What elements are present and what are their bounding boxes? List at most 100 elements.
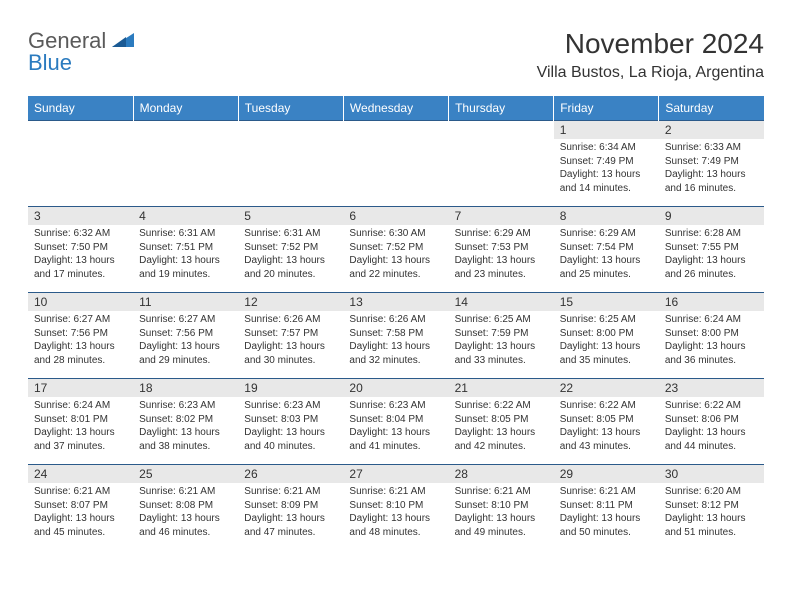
sunrise-line: Sunrise: 6:24 AM [34, 399, 127, 413]
calendar-table: Sunday Monday Tuesday Wednesday Thursday… [28, 96, 764, 551]
day-header: Wednesday [343, 96, 448, 121]
day-number: 3 [28, 207, 133, 225]
day-content: Sunrise: 6:34 AMSunset: 7:49 PMDaylight:… [554, 139, 659, 199]
day-number: 27 [343, 465, 448, 483]
sunrise-line: Sunrise: 6:21 AM [34, 485, 127, 499]
day-content: Sunrise: 6:22 AMSunset: 8:06 PMDaylight:… [659, 397, 764, 457]
calendar-cell: 4Sunrise: 6:31 AMSunset: 7:51 PMDaylight… [133, 207, 238, 293]
daylight-line: Daylight: 13 hours and 48 minutes. [349, 512, 442, 539]
day-content: Sunrise: 6:33 AMSunset: 7:49 PMDaylight:… [659, 139, 764, 199]
calendar-cell: 30Sunrise: 6:20 AMSunset: 8:12 PMDayligh… [659, 465, 764, 551]
daylight-line: Daylight: 13 hours and 45 minutes. [34, 512, 127, 539]
day-content: Sunrise: 6:22 AMSunset: 8:05 PMDaylight:… [449, 397, 554, 457]
sunrise-line: Sunrise: 6:23 AM [349, 399, 442, 413]
sunrise-line: Sunrise: 6:23 AM [244, 399, 337, 413]
day-content: Sunrise: 6:21 AMSunset: 8:10 PMDaylight:… [343, 483, 448, 543]
calendar-week-row: 3Sunrise: 6:32 AMSunset: 7:50 PMDaylight… [28, 207, 764, 293]
day-content: Sunrise: 6:23 AMSunset: 8:02 PMDaylight:… [133, 397, 238, 457]
daylight-line: Daylight: 13 hours and 36 minutes. [665, 340, 758, 367]
day-content: Sunrise: 6:22 AMSunset: 8:05 PMDaylight:… [554, 397, 659, 457]
calendar-page: General November 2024 Villa Bustos, La R… [0, 0, 792, 561]
day-content: Sunrise: 6:21 AMSunset: 8:07 PMDaylight:… [28, 483, 133, 543]
sunrise-line: Sunrise: 6:28 AM [665, 227, 758, 241]
day-content: Sunrise: 6:25 AMSunset: 7:59 PMDaylight:… [449, 311, 554, 371]
daylight-line: Daylight: 13 hours and 33 minutes. [455, 340, 548, 367]
day-number: 20 [343, 379, 448, 397]
daylight-line: Daylight: 13 hours and 29 minutes. [139, 340, 232, 367]
day-number: 17 [28, 379, 133, 397]
day-number: 13 [343, 293, 448, 311]
day-number: 10 [28, 293, 133, 311]
day-content: Sunrise: 6:31 AMSunset: 7:52 PMDaylight:… [238, 225, 343, 285]
daylight-line: Daylight: 13 hours and 44 minutes. [665, 426, 758, 453]
day-content: Sunrise: 6:28 AMSunset: 7:55 PMDaylight:… [659, 225, 764, 285]
day-number: 6 [343, 207, 448, 225]
calendar-cell: 24Sunrise: 6:21 AMSunset: 8:07 PMDayligh… [28, 465, 133, 551]
sunrise-line: Sunrise: 6:23 AM [139, 399, 232, 413]
day-number: 18 [133, 379, 238, 397]
day-header: Tuesday [238, 96, 343, 121]
daylight-line: Daylight: 13 hours and 30 minutes. [244, 340, 337, 367]
calendar-cell: 8Sunrise: 6:29 AMSunset: 7:54 PMDaylight… [554, 207, 659, 293]
calendar-cell: 18Sunrise: 6:23 AMSunset: 8:02 PMDayligh… [133, 379, 238, 465]
day-number: 5 [238, 207, 343, 225]
sunrise-line: Sunrise: 6:26 AM [349, 313, 442, 327]
day-content: Sunrise: 6:30 AMSunset: 7:52 PMDaylight:… [343, 225, 448, 285]
day-number: 25 [133, 465, 238, 483]
calendar-cell: 10Sunrise: 6:27 AMSunset: 7:56 PMDayligh… [28, 293, 133, 379]
brand-part2: Blue [28, 50, 72, 75]
calendar-cell: 23Sunrise: 6:22 AMSunset: 8:06 PMDayligh… [659, 379, 764, 465]
sunrise-line: Sunrise: 6:21 AM [560, 485, 653, 499]
calendar-cell [133, 121, 238, 207]
daylight-line: Daylight: 13 hours and 51 minutes. [665, 512, 758, 539]
day-number: 30 [659, 465, 764, 483]
sunset-line: Sunset: 8:00 PM [560, 327, 653, 341]
day-number: 14 [449, 293, 554, 311]
sunrise-line: Sunrise: 6:24 AM [665, 313, 758, 327]
calendar-cell: 5Sunrise: 6:31 AMSunset: 7:52 PMDaylight… [238, 207, 343, 293]
sunset-line: Sunset: 7:59 PM [455, 327, 548, 341]
sunset-line: Sunset: 7:50 PM [34, 241, 127, 255]
day-content: Sunrise: 6:23 AMSunset: 8:03 PMDaylight:… [238, 397, 343, 457]
sunset-line: Sunset: 7:49 PM [665, 155, 758, 169]
sunset-line: Sunset: 8:01 PM [34, 413, 127, 427]
day-content: Sunrise: 6:21 AMSunset: 8:08 PMDaylight:… [133, 483, 238, 543]
day-content: Sunrise: 6:31 AMSunset: 7:51 PMDaylight:… [133, 225, 238, 285]
sunset-line: Sunset: 8:06 PM [665, 413, 758, 427]
daylight-line: Daylight: 13 hours and 22 minutes. [349, 254, 442, 281]
calendar-cell: 9Sunrise: 6:28 AMSunset: 7:55 PMDaylight… [659, 207, 764, 293]
day-content: Sunrise: 6:24 AMSunset: 8:01 PMDaylight:… [28, 397, 133, 457]
calendar-cell: 3Sunrise: 6:32 AMSunset: 7:50 PMDaylight… [28, 207, 133, 293]
sunrise-line: Sunrise: 6:21 AM [244, 485, 337, 499]
sunrise-line: Sunrise: 6:29 AM [560, 227, 653, 241]
day-content: Sunrise: 6:25 AMSunset: 8:00 PMDaylight:… [554, 311, 659, 371]
sunset-line: Sunset: 8:05 PM [560, 413, 653, 427]
calendar-cell [28, 121, 133, 207]
calendar-cell: 11Sunrise: 6:27 AMSunset: 7:56 PMDayligh… [133, 293, 238, 379]
sunset-line: Sunset: 8:07 PM [34, 499, 127, 513]
calendar-cell: 12Sunrise: 6:26 AMSunset: 7:57 PMDayligh… [238, 293, 343, 379]
day-number: 21 [449, 379, 554, 397]
sunrise-line: Sunrise: 6:21 AM [455, 485, 548, 499]
sunset-line: Sunset: 7:52 PM [244, 241, 337, 255]
sunset-line: Sunset: 8:02 PM [139, 413, 232, 427]
calendar-cell: 1Sunrise: 6:34 AMSunset: 7:49 PMDaylight… [554, 121, 659, 207]
day-content: Sunrise: 6:32 AMSunset: 7:50 PMDaylight:… [28, 225, 133, 285]
calendar-cell: 22Sunrise: 6:22 AMSunset: 8:05 PMDayligh… [554, 379, 659, 465]
day-content: Sunrise: 6:21 AMSunset: 8:11 PMDaylight:… [554, 483, 659, 543]
calendar-week-row: 1Sunrise: 6:34 AMSunset: 7:49 PMDaylight… [28, 121, 764, 207]
day-header: Saturday [659, 96, 764, 121]
sunrise-line: Sunrise: 6:34 AM [560, 141, 653, 155]
daylight-line: Daylight: 13 hours and 17 minutes. [34, 254, 127, 281]
calendar-cell: 29Sunrise: 6:21 AMSunset: 8:11 PMDayligh… [554, 465, 659, 551]
sunset-line: Sunset: 8:03 PM [244, 413, 337, 427]
day-content: Sunrise: 6:29 AMSunset: 7:53 PMDaylight:… [449, 225, 554, 285]
sunrise-line: Sunrise: 6:25 AM [560, 313, 653, 327]
sunset-line: Sunset: 8:05 PM [455, 413, 548, 427]
day-number: 28 [449, 465, 554, 483]
sunrise-line: Sunrise: 6:22 AM [665, 399, 758, 413]
daylight-line: Daylight: 13 hours and 49 minutes. [455, 512, 548, 539]
daylight-line: Daylight: 13 hours and 43 minutes. [560, 426, 653, 453]
sunset-line: Sunset: 8:08 PM [139, 499, 232, 513]
day-content: Sunrise: 6:29 AMSunset: 7:54 PMDaylight:… [554, 225, 659, 285]
